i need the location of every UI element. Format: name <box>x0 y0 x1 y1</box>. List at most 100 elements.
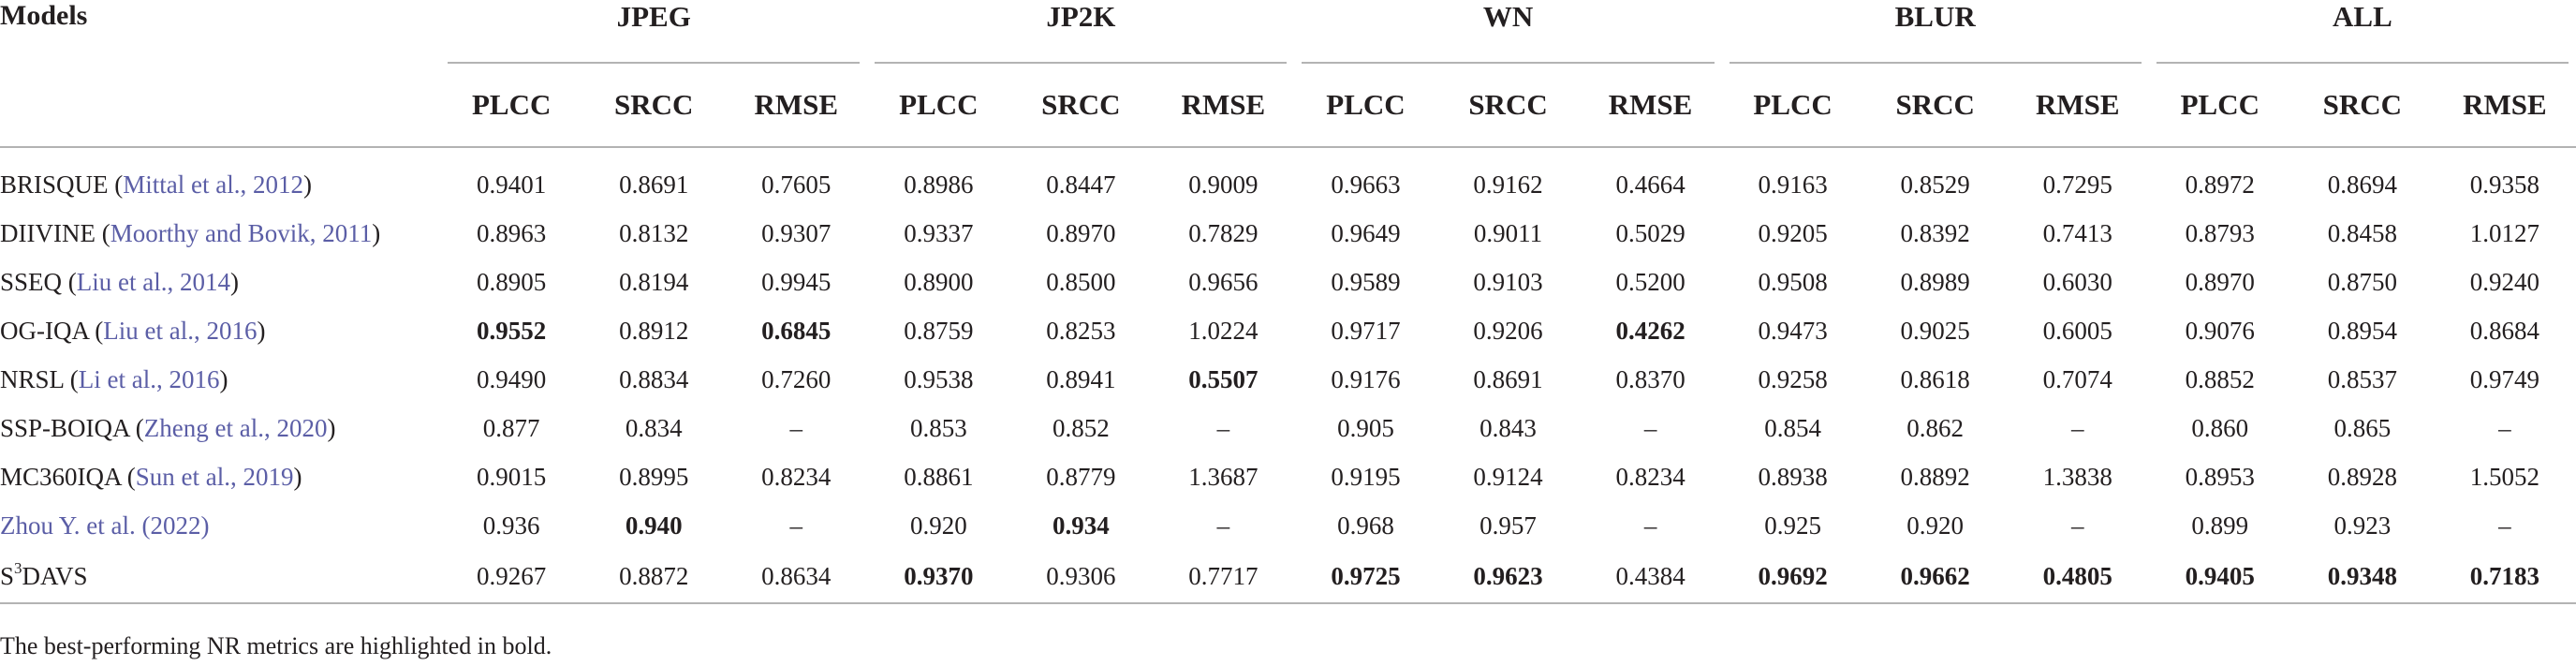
value-cell-blur-srcc: 0.8618 <box>1900 364 1970 393</box>
table-row: OG-IQA (Liu et al., 2016) 0.9552 0.8912 0.6… <box>0 306 2576 355</box>
value-cell-blur-srcc: 0.8392 <box>1900 218 1970 247</box>
value-cell-blur-plcc: 0.9473 <box>1758 316 1828 345</box>
group-header-wn: WN <box>1294 0 1721 64</box>
value-cell-jp2k-srcc: 0.8970 <box>1046 218 1116 247</box>
model-name-suffix: ) <box>327 413 336 442</box>
metric-header-plcc: PLCC <box>867 64 1010 148</box>
value-cell-jp2k-srcc: 0.8500 <box>1046 267 1116 296</box>
value-cell-all-rmse: – <box>2498 413 2511 442</box>
value-cell-blur-plcc: 0.9163 <box>1758 170 1828 199</box>
value-cell-jp2k-rmse: 0.9656 <box>1188 267 1259 296</box>
value-cell-all-srcc: 0.8954 <box>2327 316 2397 345</box>
value-cell-jpeg-srcc: 0.8995 <box>619 462 689 491</box>
citation-link[interactable]: Moorthy and Bovik, 2011 <box>110 218 373 247</box>
citation-link[interactable]: Liu et al., 2014 <box>76 267 230 296</box>
metric-header-rmse: RMSE <box>1152 64 1295 148</box>
table-footnote: The best-performing NR metrics are highl… <box>0 632 552 659</box>
value-cell-wn-srcc: 0.843 <box>1479 413 1537 442</box>
value-cell-jp2k-srcc: 0.9306 <box>1009 550 1153 604</box>
value-cell-jp2k-srcc: 0.8779 <box>1046 462 1116 491</box>
value-cell-jp2k-plcc: 0.920 <box>909 511 967 540</box>
metric-header-srcc: SRCC <box>582 64 726 148</box>
value-cell-jp2k-rmse: – <box>1216 413 1230 442</box>
citation-link[interactable]: Zheng et al., 2020 <box>143 413 328 442</box>
model-name-cell: SSEQ (Liu et al., 2014) <box>0 258 440 306</box>
value-cell-wn-rmse: 0.4384 <box>1579 550 1722 604</box>
value-cell-wn-rmse: – <box>1643 413 1657 442</box>
metric-header-blank <box>0 64 441 148</box>
value-cell-blur-rmse: 0.6030 <box>2042 267 2112 296</box>
value-cell-jp2k-plcc: 0.853 <box>909 413 967 442</box>
value-cell-jpeg-rmse: 0.6845 <box>761 316 832 345</box>
model-name-suffix: ) <box>257 316 266 345</box>
value-cell-all-rmse: 0.7183 <box>2433 550 2576 604</box>
citation-link[interactable]: Zhou Y. et al. (2022) <box>0 511 210 540</box>
value-cell-wn-plcc: 0.9195 <box>1331 462 1401 491</box>
value-cell-wn-rmse: 0.5200 <box>1615 267 1685 296</box>
value-cell-blur-rmse: – <box>2070 511 2084 540</box>
value-cell-jpeg-plcc: 0.877 <box>482 413 540 442</box>
results-table: Models JPEG JP2K WN BLUR ALL PLCC SRCC RMS… <box>0 0 2576 604</box>
value-cell-jpeg-plcc: 0.9552 <box>477 316 547 345</box>
value-cell-all-rmse: 1.0127 <box>2469 218 2540 247</box>
value-cell-jpeg-plcc: 0.936 <box>482 511 540 540</box>
citation-link[interactable]: Mittal et al., 2012 <box>123 170 303 199</box>
value-cell-jpeg-srcc: 0.8691 <box>619 170 689 199</box>
table-body: BRISQUE (Mittal et al., 2012) 0.9401 0.869… <box>0 147 2576 604</box>
value-cell-wn-rmse: 0.8234 <box>1615 462 1685 491</box>
value-cell-jp2k-plcc: 0.9370 <box>867 550 1010 604</box>
value-cell-blur-rmse: 1.3838 <box>2042 462 2112 491</box>
group-header-all: ALL <box>2149 0 2576 64</box>
value-cell-blur-plcc: 0.925 <box>1764 511 1821 540</box>
models-column-header: Models <box>0 0 88 31</box>
value-cell-all-rmse: – <box>2498 511 2511 540</box>
value-cell-all-srcc: 0.8458 <box>2327 218 2397 247</box>
value-cell-blur-plcc: 0.9205 <box>1758 218 1828 247</box>
value-cell-jpeg-srcc: 0.8834 <box>619 364 689 393</box>
value-cell-jpeg-plcc: 0.9490 <box>477 364 547 393</box>
value-cell-blur-srcc: 0.9662 <box>1863 550 2007 604</box>
value-cell-jp2k-plcc: 0.9538 <box>904 364 974 393</box>
value-cell-all-plcc: 0.899 <box>2191 511 2249 540</box>
value-cell-all-rmse: 0.8684 <box>2469 316 2540 345</box>
model-name-superscript: 3 <box>14 558 22 577</box>
model-name: NRSL ( <box>0 364 79 393</box>
value-cell-blur-srcc: 0.9025 <box>1900 316 1970 345</box>
group-header-row: Models JPEG JP2K WN BLUR ALL <box>0 0 2576 64</box>
model-name-rest: DAVS <box>22 561 88 590</box>
citation-link[interactable]: Liu et al., 2016 <box>103 316 258 345</box>
value-cell-all-rmse: 1.5052 <box>2469 462 2540 491</box>
value-cell-wn-plcc: 0.9176 <box>1331 364 1401 393</box>
value-cell-blur-srcc: 0.8529 <box>1900 170 1970 199</box>
table-row: DIIVINE (Moorthy and Bovik, 2011) 0.8963 0… <box>0 209 2576 258</box>
value-cell-blur-rmse: 0.7074 <box>2042 364 2112 393</box>
value-cell-wn-srcc: 0.8691 <box>1473 364 1543 393</box>
value-cell-wn-plcc: 0.9717 <box>1331 316 1401 345</box>
metric-header-row: PLCC SRCC RMSE PLCC SRCC RMSE PLCC SRCC RMSE PLCC… <box>0 64 2576 148</box>
value-cell-wn-srcc: 0.9162 <box>1473 170 1543 199</box>
citation-link[interactable]: Sun et al., 2019 <box>135 462 294 491</box>
metric-header-srcc: SRCC <box>2290 64 2434 148</box>
value-cell-wn-plcc: 0.968 <box>1337 511 1394 540</box>
metric-header-plcc: PLCC <box>1294 64 1437 148</box>
value-cell-jpeg-plcc: 0.9401 <box>477 170 547 199</box>
value-cell-blur-plcc: 0.8938 <box>1758 462 1828 491</box>
value-cell-jpeg-rmse: 0.9945 <box>761 267 832 296</box>
group-header-jpeg: JPEG <box>440 0 867 64</box>
value-cell-wn-plcc: 0.905 <box>1337 413 1394 442</box>
value-cell-jp2k-plcc: 0.8861 <box>904 462 974 491</box>
value-cell-wn-plcc: 0.9725 <box>1294 550 1437 604</box>
model-name-cell: S3DAVS <box>0 550 441 604</box>
citation-link[interactable]: Li et al., 2016 <box>78 364 220 393</box>
model-name-cell: Zhou Y. et al. (2022) <box>0 501 440 550</box>
model-name: DIIVINE ( <box>0 218 110 247</box>
table-row: MC360IQA (Sun et al., 2019) 0.9015 0.8995 0… <box>0 452 2576 501</box>
table-row: SSEQ (Liu et al., 2014) 0.8905 0.8194 0.994… <box>0 258 2576 306</box>
value-cell-jpeg-plcc: 0.8963 <box>477 218 547 247</box>
metric-header-rmse: RMSE <box>725 64 868 148</box>
metric-header-srcc: SRCC <box>1436 64 1580 148</box>
value-cell-all-plcc: 0.9076 <box>2185 316 2255 345</box>
value-cell-jp2k-rmse: 1.3687 <box>1188 462 1259 491</box>
model-name-suffix: ) <box>302 170 312 199</box>
value-cell-jpeg-plcc: 0.8905 <box>477 267 547 296</box>
